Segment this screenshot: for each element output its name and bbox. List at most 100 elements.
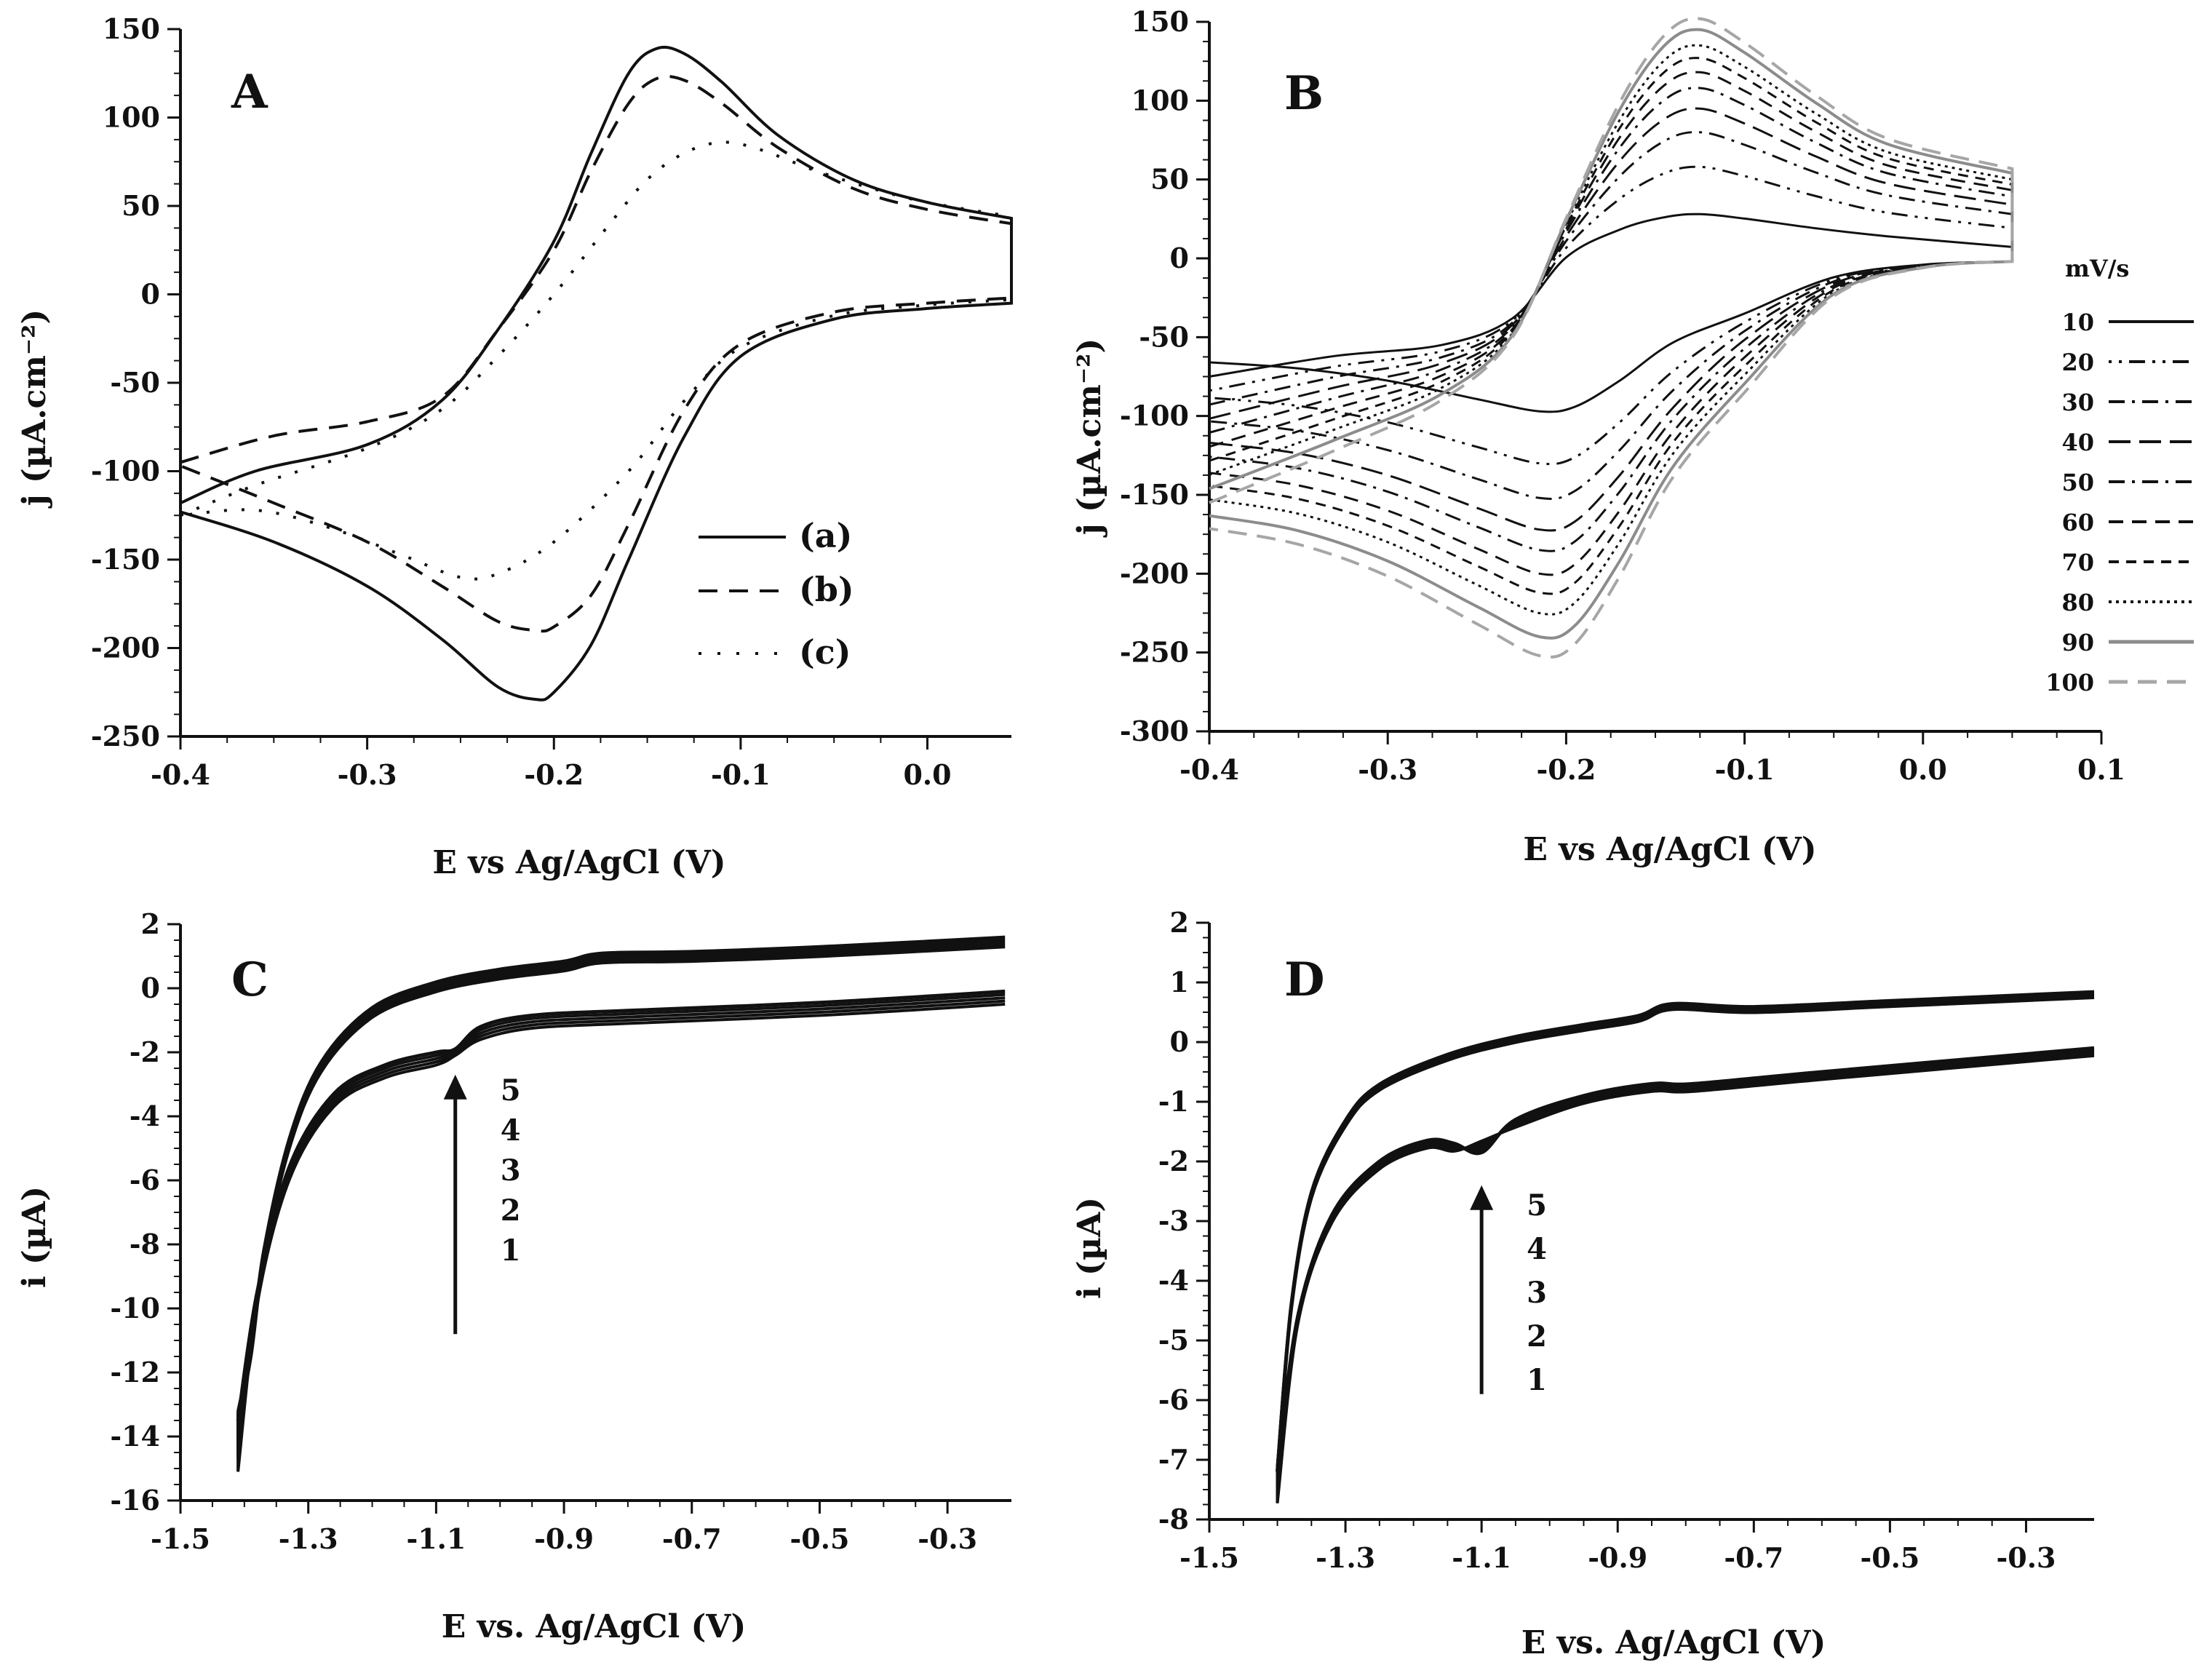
cycle-label-c: 3 (501, 1153, 521, 1188)
cycle-arrowhead-c (443, 1074, 467, 1100)
panel-d: -1.5 -1.3 -1.1 -0.9 -0.7 -0.5 -0.3 -8 -7 -6 -5 -4 -3… (1071, 906, 2095, 1661)
x-axis-label-a: E vs Ag/AgCl (V) (432, 844, 725, 881)
legend-label-80: 80 (2061, 589, 2094, 616)
panel-b: -0.4 -0.3 -0.2 -0.1 0.0 0.1 -300 -250 -200 -150 -1… (1071, 5, 2194, 868)
y-axis-label-b: j (µA.cm⁻²) (1071, 338, 1108, 538)
y-axis-label-a: j (µA.cm⁻²) (16, 309, 53, 509)
cycle-curve-d (1276, 996, 2095, 1472)
panel-c: -1.5 -1.3 -1.1 -0.9 -0.7 -0.5 -0.3 -16 -14 -12 -10… (16, 907, 1011, 1645)
legend-label-50: 50 (2061, 469, 2094, 496)
y-tick-label-c: 0 (141, 971, 160, 1004)
cv-curve-30-mv (1209, 131, 2013, 500)
cycle-label-c: 4 (501, 1113, 521, 1148)
legend-label-40: 40 (2061, 429, 2094, 456)
x-tick-label-c: -1.3 (279, 1522, 338, 1555)
legend-label-20: 20 (2061, 349, 2094, 376)
y-tick-label-b: -250 (1120, 636, 1189, 669)
y-tick-label-d: 1 (1170, 966, 1189, 998)
y-tick-label-b: 150 (1131, 5, 1189, 38)
y-axis-label-d: i (µA) (1071, 1197, 1108, 1299)
y-tick-label-a: 0 (141, 278, 160, 311)
legend-a: (a) (b) (c) (699, 516, 854, 672)
y-tick-label-b: 0 (1170, 242, 1189, 274)
y-tick-label-d: -2 (1158, 1145, 1189, 1177)
cycle-label-d: 2 (1527, 1319, 1547, 1354)
x-tick-label-d: -0.3 (1997, 1541, 2056, 1574)
y-tick-label-c: -4 (130, 1100, 160, 1132)
y-tick-label-a: 50 (122, 189, 160, 222)
panel-label-a: A (231, 65, 268, 119)
x-tick-label-c: -1.5 (151, 1522, 210, 1555)
x-tick-label-a: -0.1 (711, 758, 771, 791)
x-tick-label-c: -1.1 (406, 1522, 466, 1555)
x-tick-label-c: -0.7 (662, 1522, 722, 1555)
panel-label-d: D (1284, 953, 1325, 1007)
x-tick-label-d: -0.9 (1588, 1541, 1647, 1574)
legend-label-a: (a) (799, 516, 852, 555)
cycle-label-c: 5 (501, 1073, 521, 1108)
cycle-label-c: 2 (501, 1193, 521, 1228)
y-tick-label-d: 2 (1170, 906, 1189, 939)
cv-curve-60-mv (1209, 71, 2013, 576)
legend-title-b: mV/s (2065, 255, 2129, 282)
cv-curve-b (180, 75, 1013, 633)
y-tick-label-b: -150 (1120, 478, 1189, 511)
y-tick-label-b: -300 (1120, 715, 1189, 747)
y-tick-label-d: -3 (1158, 1204, 1189, 1237)
y-axis-label-c: i (µA) (16, 1186, 53, 1288)
y-tick-label-a: 150 (103, 12, 160, 45)
x-tick-label-c: -0.5 (790, 1522, 850, 1555)
x-tick-label-c: -0.9 (534, 1522, 594, 1555)
y-tick-label-c: -6 (130, 1164, 160, 1196)
cycle-label-d: 4 (1527, 1232, 1547, 1266)
x-tick-label-a: 0.0 (903, 758, 951, 791)
cv-curve-20-mv (1209, 165, 2013, 466)
y-tick-label-b: -200 (1120, 557, 1189, 589)
cv-curve-70-mv (1209, 57, 2013, 595)
legend-label-70: 70 (2061, 549, 2094, 576)
x-tick-label-b: -0.2 (1536, 753, 1596, 786)
panel-label-c: C (231, 953, 268, 1007)
cycle-label-d: 5 (1527, 1188, 1547, 1223)
x-axis-label-c: E vs. Ag/AgCl (V) (442, 1608, 747, 1645)
legend-label-b: (b) (799, 570, 854, 609)
y-tick-label-c: -16 (110, 1484, 160, 1517)
y-tick-label-c: 2 (141, 907, 160, 940)
x-tick-label-d: -1.1 (1452, 1541, 1511, 1574)
y-tick-label-c: -10 (110, 1292, 160, 1324)
x-tick-label-a: -0.2 (524, 758, 584, 791)
y-tick-label-b: 100 (1131, 84, 1189, 116)
cycle-label-d: 3 (1527, 1276, 1547, 1310)
x-tick-label-d: -1.3 (1316, 1541, 1375, 1574)
legend-label-90: 90 (2061, 629, 2094, 656)
cycle-label-c: 1 (501, 1233, 521, 1268)
cycle-label-d: 1 (1527, 1363, 1547, 1397)
x-tick-label-b: -0.4 (1179, 753, 1239, 786)
y-tick-label-d: -5 (1158, 1324, 1189, 1356)
y-tick-label-a: 100 (103, 101, 160, 134)
x-tick-label-b: -0.1 (1715, 753, 1775, 786)
cycle-curve-c (236, 935, 1006, 1472)
legend-label-100: 100 (2045, 669, 2094, 696)
x-tick-label-c: -0.3 (918, 1522, 977, 1555)
cv-curve-40-mv (1209, 107, 2013, 532)
legend-label-c: (c) (799, 632, 851, 672)
cv-curve-80-mv (1209, 44, 2013, 616)
legend-b: mV/s 10 20 30 40 50 60 70 80 90 100 (2045, 255, 2194, 696)
cycle-curve-d (1276, 991, 2095, 1496)
cv-curve-10-mv (1209, 212, 2013, 413)
legend-label-10: 10 (2061, 309, 2094, 336)
y-tick-label-c: -12 (110, 1356, 160, 1388)
y-tick-label-c: -2 (130, 1036, 160, 1068)
x-axis-label-d: E vs. Ag/AgCl (V) (1521, 1624, 1826, 1661)
y-tick-label-b: -50 (1139, 320, 1189, 353)
x-tick-label-d: -0.5 (1860, 1541, 1919, 1574)
cycle-curve-d (1276, 990, 2095, 1503)
y-tick-label-a: -100 (91, 455, 160, 488)
cycle-arrowhead-d (1470, 1185, 1494, 1210)
cv-curve-100-mv (1209, 17, 2014, 659)
x-tick-label-b: 0.1 (2077, 753, 2125, 786)
cv-curve-c (180, 140, 1013, 581)
